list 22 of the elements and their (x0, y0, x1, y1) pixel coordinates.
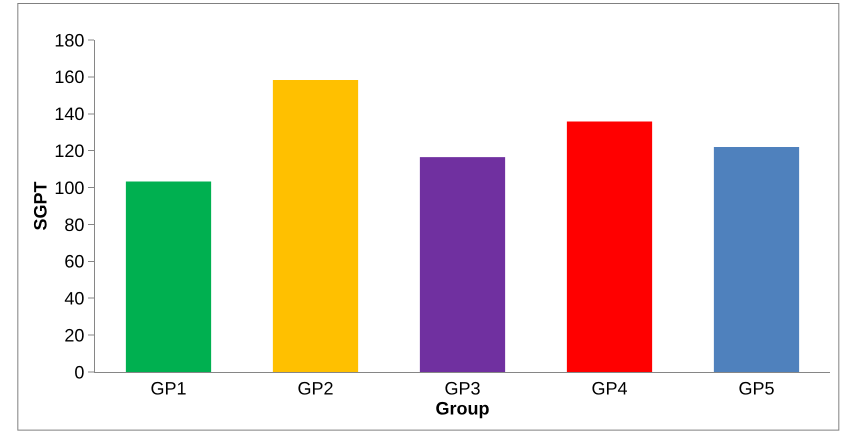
y-tick-label: 180 (54, 30, 84, 50)
y-axis-title: SGPT (30, 181, 51, 231)
bar (126, 181, 212, 372)
bar (714, 146, 800, 372)
y-tick-label: 60 (64, 252, 84, 272)
x-tick-label: GP5 (738, 378, 775, 399)
x-tick-label: GP3 (444, 378, 481, 399)
x-tick-label: GP4 (591, 378, 628, 399)
y-tick-label: 160 (54, 67, 84, 88)
x-tick-label: GP1 (150, 378, 187, 399)
y-tick-label: 40 (64, 288, 84, 309)
x-axis-title: Group (436, 398, 490, 419)
bar (272, 80, 358, 372)
y-tick-label: 140 (54, 104, 84, 124)
y-tick-label: 100 (54, 178, 84, 198)
x-tick-label: GP2 (297, 378, 334, 399)
y-tick-label: 120 (54, 140, 84, 161)
y-tick-label: 80 (64, 214, 84, 235)
y-tick-label: 20 (64, 325, 84, 346)
bar (566, 122, 652, 372)
bar (420, 157, 506, 372)
y-tick-label: 0 (74, 362, 84, 382)
